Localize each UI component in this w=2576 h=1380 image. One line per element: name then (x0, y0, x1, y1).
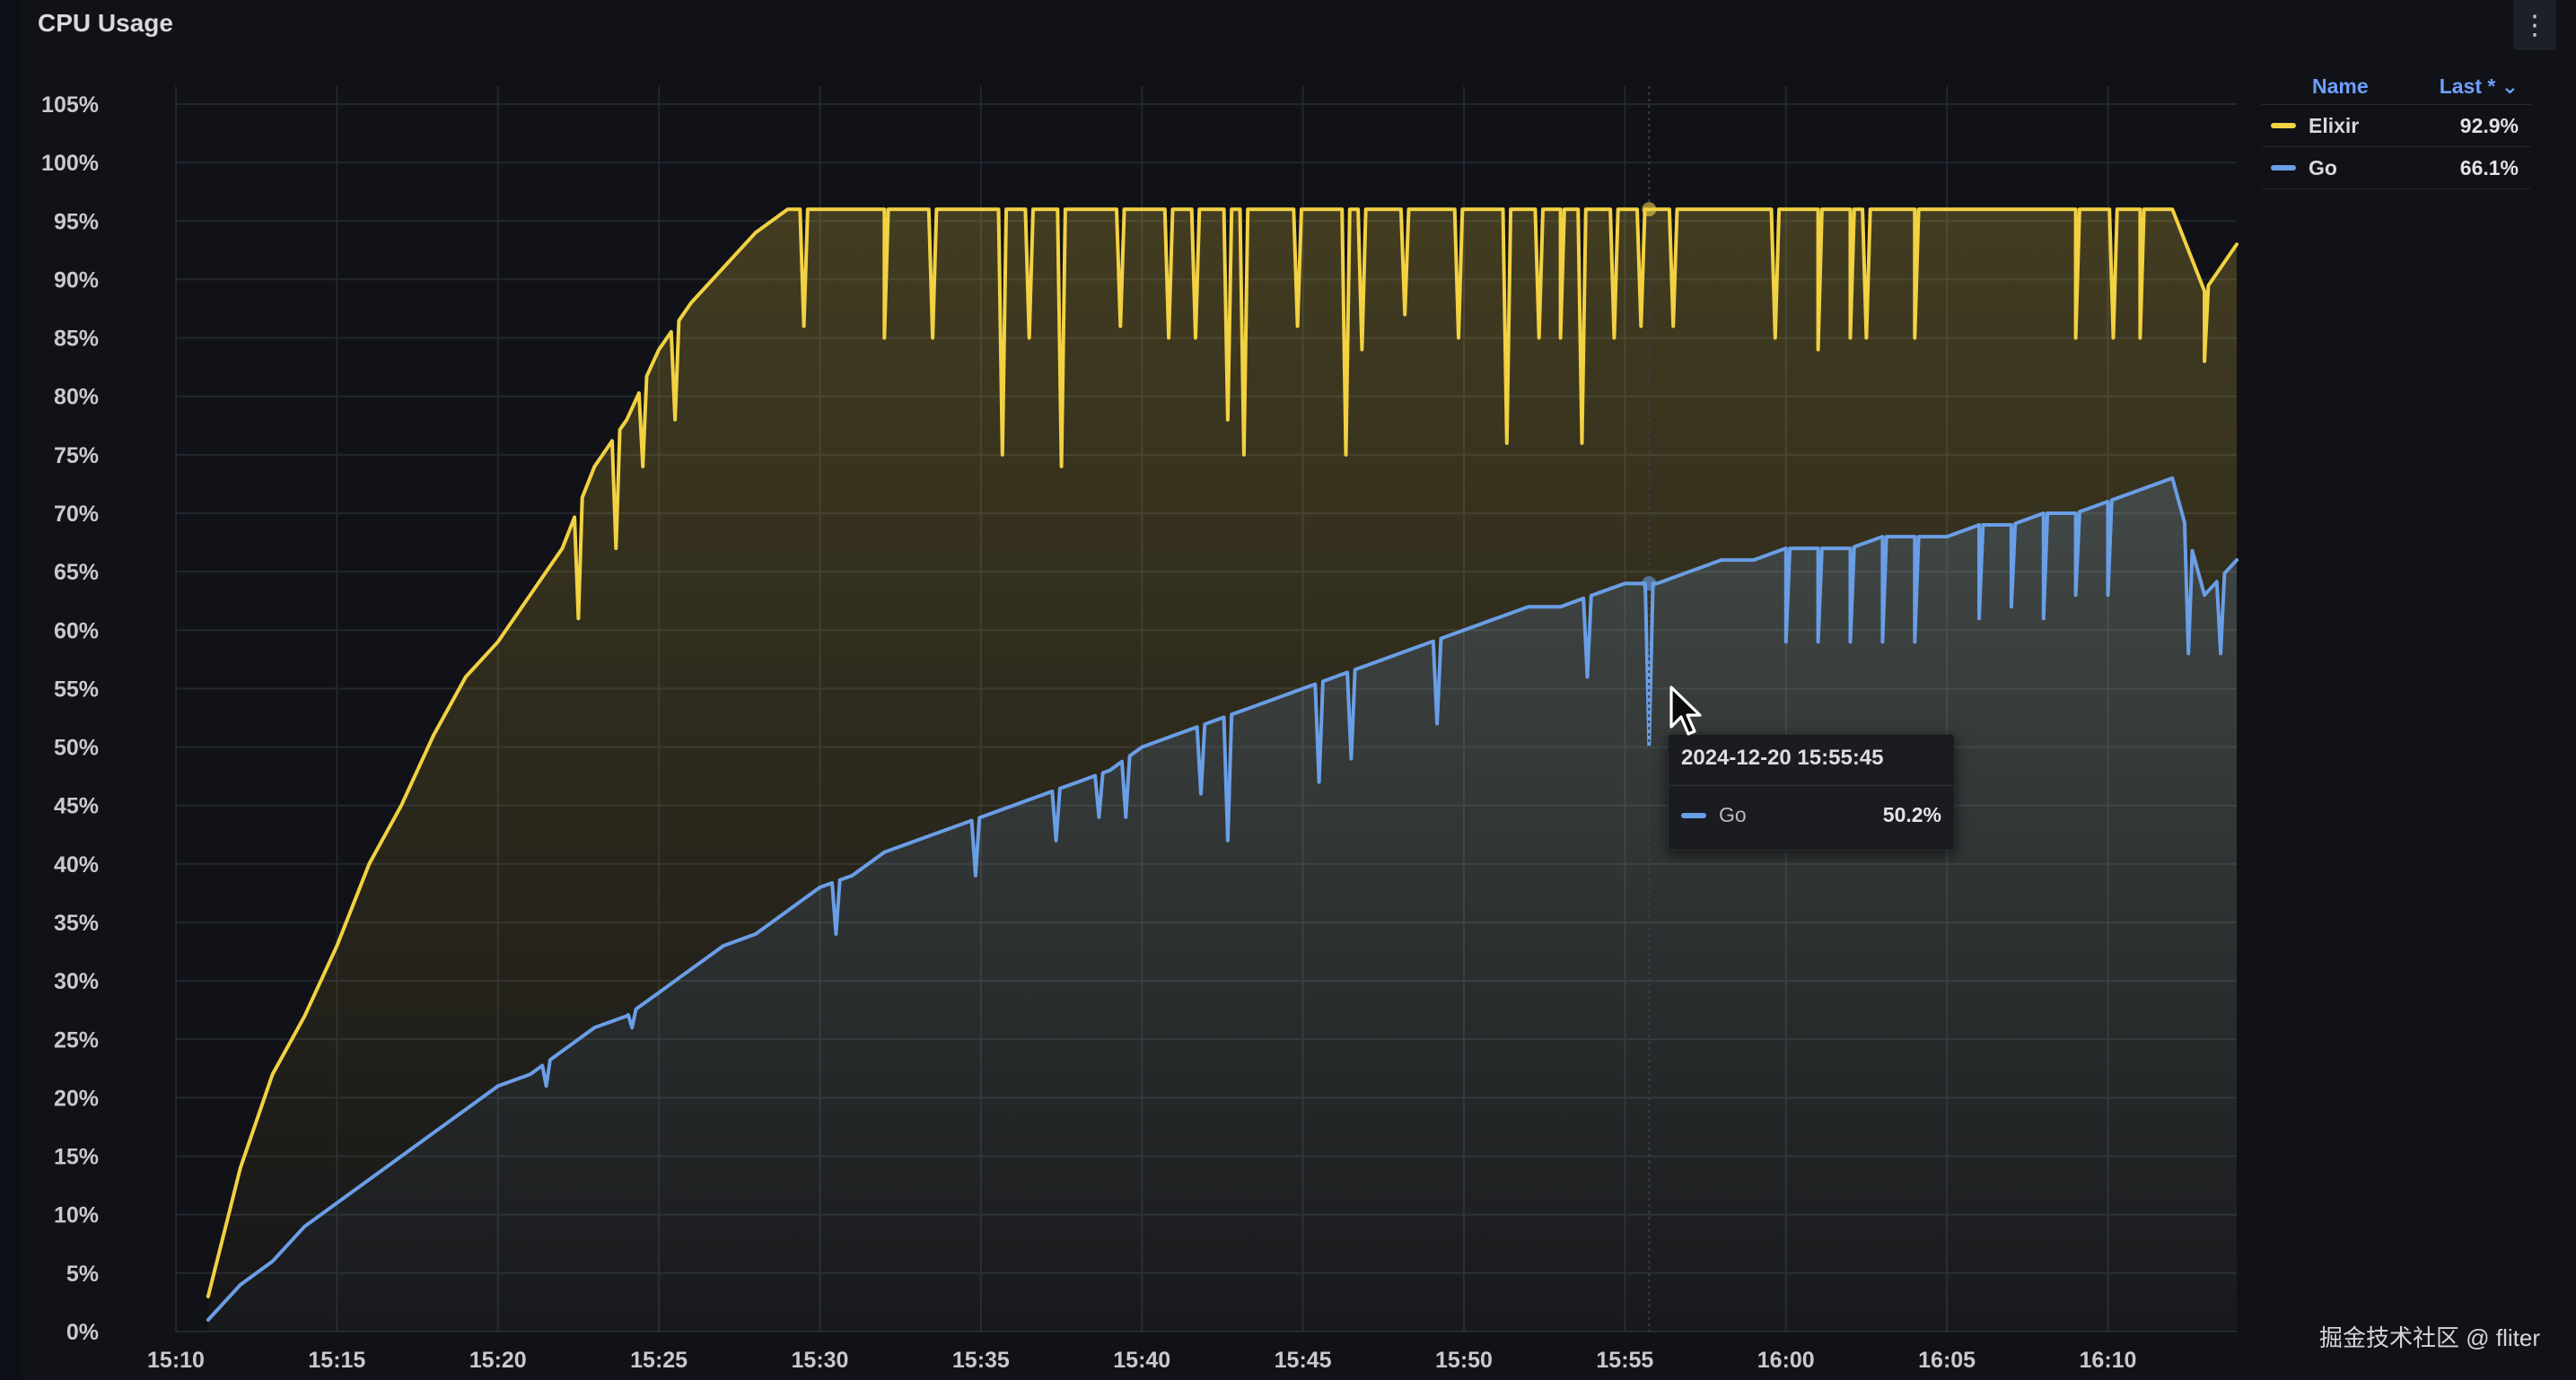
kebab-menu-icon: ⋮ (2521, 10, 2548, 40)
legend-item-go[interactable]: Go 66.1% (2262, 147, 2531, 189)
y-tick-label: 85% (54, 327, 99, 352)
y-tick-label: 45% (54, 794, 99, 819)
go-swatch-icon (2271, 165, 2296, 170)
y-tick-label: 40% (54, 852, 99, 878)
y-tick-label: 15% (54, 1145, 99, 1170)
legend-item-value: 92.9% (2459, 113, 2519, 137)
x-tick-label: 15:50 (1435, 1348, 1493, 1373)
series-line-go (206, 476, 2239, 1322)
legend-last-label: Last * (2439, 74, 2496, 98)
legend-header: Name Last * ⌄ (2262, 68, 2531, 105)
legend-last-header[interactable]: Last * ⌄ (2440, 74, 2519, 99)
legend-name-header[interactable]: Name (2312, 74, 2369, 98)
x-tick-label: 15:15 (308, 1348, 365, 1373)
y-tick-label: 35% (54, 911, 99, 936)
y-tick-label: 30% (54, 969, 99, 994)
watermark-text: 掘金技术社区 @ fliter (2319, 1324, 2540, 1351)
x-tick-label: 15:20 (469, 1348, 527, 1373)
elixir-swatch-icon (2271, 123, 2296, 128)
tooltip-divider (1669, 785, 1954, 786)
x-tick-label: 16:10 (2080, 1348, 2137, 1373)
x-tick-label: 16:00 (1757, 1348, 1815, 1373)
y-tick-label: 65% (54, 560, 99, 585)
y-tick-label: 100% (41, 151, 99, 176)
y-tick-label: 105% (41, 92, 99, 118)
tooltip-value: 50.2% (1882, 803, 1941, 826)
x-tick-label: 15:30 (792, 1348, 849, 1373)
y-tick-label: 5% (66, 1262, 99, 1287)
y-tick-label: 80% (54, 385, 99, 410)
x-tick-label: 16:05 (1918, 1348, 1976, 1373)
y-tick-label: 0% (66, 1320, 99, 1345)
legend-table: Name Last * ⌄ Elixir 92.9% Go 66.1% (2262, 68, 2531, 189)
chevron-down-icon: ⌄ (2501, 74, 2519, 98)
x-tick-label: 15:45 (1275, 1348, 1332, 1373)
series-area-go (207, 477, 2238, 1332)
panel-menu-button[interactable]: ⋮ (2513, 0, 2556, 50)
y-tick-label: 70% (54, 502, 99, 527)
hover-point-go (1642, 576, 1657, 591)
x-tick-label: 15:55 (1596, 1348, 1653, 1373)
tooltip-series: Go (1719, 803, 1747, 826)
y-tick-label: 50% (54, 736, 99, 761)
y-tick-label: 95% (54, 209, 99, 234)
legend-item-elixir[interactable]: Elixir 92.9% (2262, 105, 2531, 147)
x-tick-label: 15:25 (630, 1348, 688, 1373)
hover-point-elixir (1642, 202, 1657, 217)
tooltip-time: 2024-12-20 15:55:45 (1681, 746, 1884, 770)
y-tick-label: 75% (54, 443, 99, 468)
x-tick-label: 15:35 (952, 1348, 1010, 1373)
x-tick-label: 15:40 (1113, 1348, 1170, 1373)
series-line-elixir (206, 207, 2239, 1298)
y-tick-label: 90% (54, 267, 99, 293)
legend-item-label: Go (2309, 155, 2337, 179)
y-tick-label: 25% (54, 1027, 99, 1052)
mouse-pointer-icon (1669, 686, 1702, 736)
hover-tooltip: 2024-12-20 15:55:45 Go 50.2% (1668, 734, 1955, 851)
tooltip-row: Go 50.2% (1681, 803, 1941, 827)
x-tick-label: 15:10 (147, 1348, 205, 1373)
go-swatch-icon (1681, 812, 1706, 818)
y-tick-label: 10% (54, 1203, 99, 1228)
y-tick-label: 55% (54, 677, 99, 702)
legend-item-value: 66.1% (2459, 155, 2519, 179)
y-tick-label: 60% (54, 618, 99, 643)
legend-item-label: Elixir (2309, 113, 2360, 137)
panel-title[interactable]: CPU Usage (38, 9, 173, 37)
y-tick-label: 20% (54, 1086, 99, 1111)
